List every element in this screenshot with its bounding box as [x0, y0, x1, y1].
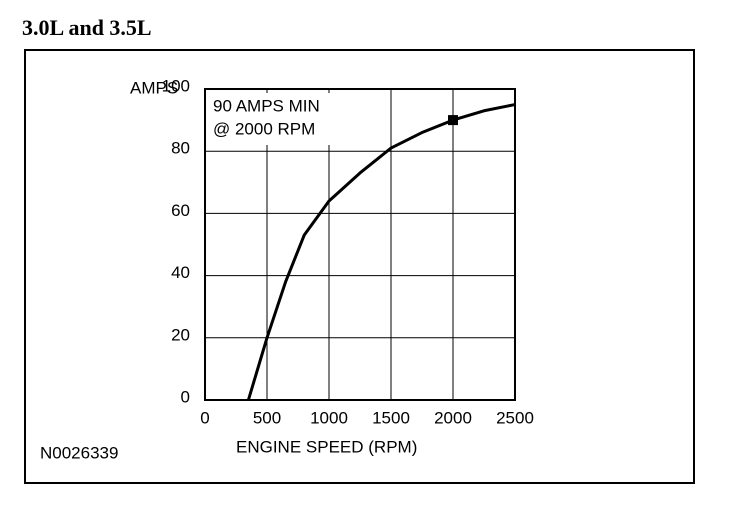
- annotation-box: [207, 93, 382, 145]
- x-axis-label: ENGINE SPEED (RPM): [236, 437, 417, 456]
- annotation: 90 AMPS MIN: [213, 96, 320, 115]
- y-tick-label: 80: [171, 139, 190, 158]
- plot-border: [204, 88, 516, 401]
- chart-title: 3.0L and 3.5L: [22, 15, 152, 40]
- y-tick-label: 60: [171, 201, 190, 220]
- y-tick-label: 20: [171, 325, 190, 344]
- x-tick-label: 2500: [496, 408, 534, 427]
- y-tick-label: 100: [162, 76, 190, 95]
- x-tick-label: 500: [253, 408, 281, 427]
- x-tick-label: 1000: [310, 408, 348, 427]
- marker: [448, 115, 458, 126]
- x-tick-label: 1500: [372, 408, 410, 427]
- y-tick-label: 0: [181, 387, 190, 406]
- line: [246, 103, 516, 401]
- y-axis-label: AMPS: [130, 78, 178, 97]
- frame: [24, 49, 695, 484]
- x-tick-label: 2000: [434, 408, 472, 427]
- x-tick-label: 0: [200, 408, 209, 427]
- y-tick-label: 40: [171, 263, 190, 282]
- annotation: @ 2000 RPM: [213, 119, 315, 138]
- figure-id: N0026339: [40, 443, 118, 462]
